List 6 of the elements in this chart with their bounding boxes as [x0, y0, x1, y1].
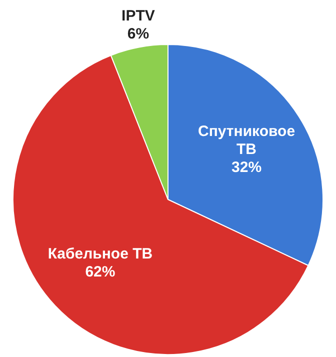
slice-label: Кабельное ТВ [48, 245, 153, 262]
data-label: 32% [232, 158, 262, 176]
data-label: 62% [85, 263, 116, 280]
data-label: 6% [127, 25, 150, 42]
slice-label: Спутниковое ТВ [198, 122, 296, 158]
slice-label: IPTV [122, 7, 155, 24]
